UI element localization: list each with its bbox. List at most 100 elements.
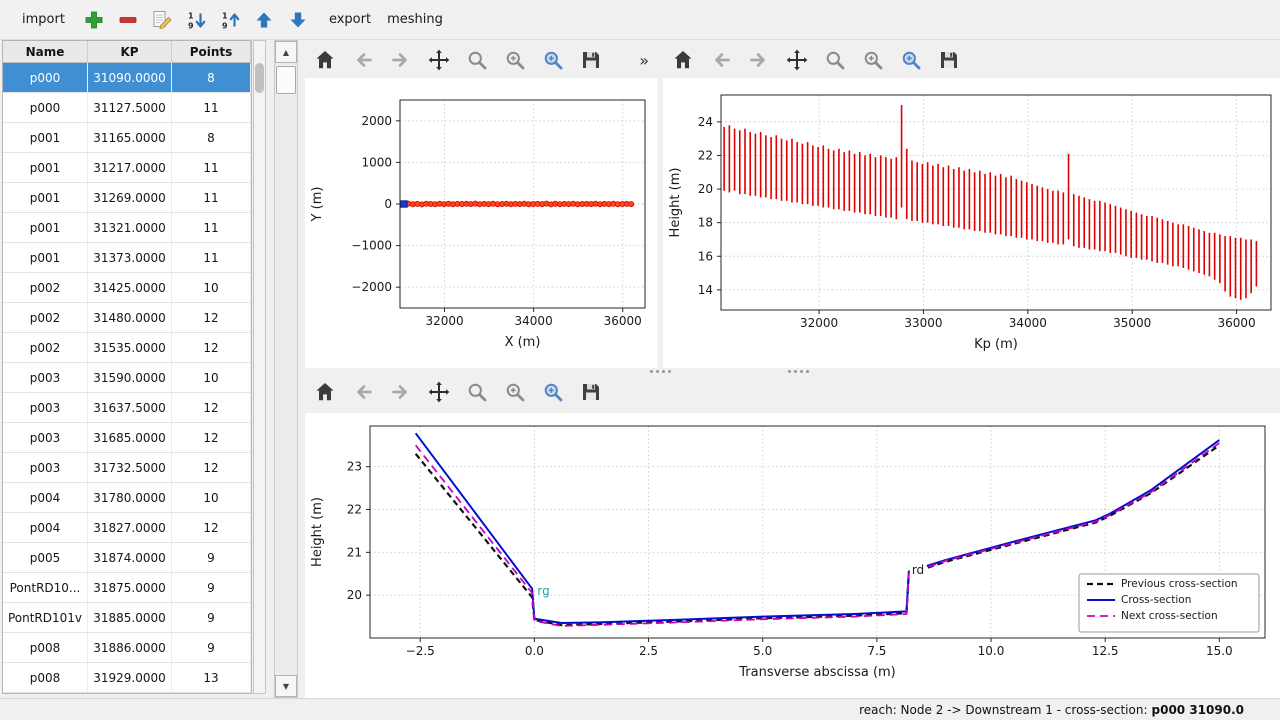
- nav-zoom-original-button[interactable]: [857, 45, 888, 76]
- nav-zoom-original-button[interactable]: [499, 45, 530, 76]
- table-scrollbar-thumb[interactable]: [255, 63, 264, 93]
- table-row[interactable]: p004 31827.0000 12: [3, 513, 251, 543]
- move-up-icon: [256, 12, 272, 27]
- svg-text:Previous cross-section: Previous cross-section: [1121, 578, 1238, 590]
- table-row[interactable]: p002 31480.0000 12: [3, 303, 251, 333]
- nav-back-button[interactable]: [347, 377, 378, 408]
- table-row[interactable]: p002 31535.0000 12: [3, 333, 251, 363]
- table-scrollbar[interactable]: [253, 40, 266, 694]
- nav-forward-button[interactable]: [743, 45, 774, 76]
- splitter-handle[interactable]: [650, 370, 671, 373]
- table-cell: 31321.0000: [88, 213, 172, 242]
- status-text: reach: Node 2 -> Downstream 1 - cross-se…: [859, 702, 1148, 717]
- minus-icon: [119, 16, 137, 23]
- nav-home-button[interactable]: [309, 45, 340, 76]
- move-down-button[interactable]: [285, 7, 311, 33]
- nav-back-button[interactable]: [347, 45, 378, 76]
- plan-view-chart[interactable]: 32000 34000 36000 −2000 −1000 0 1000 2000 X (m) Y…: [305, 78, 658, 368]
- nav-zoom-button[interactable]: [819, 45, 850, 76]
- svg-text:5.0: 5.0: [753, 644, 772, 658]
- table-cell: 31269.0000: [88, 183, 172, 212]
- nav-zoom-region-button[interactable]: [537, 45, 568, 76]
- svg-text:24: 24: [698, 115, 713, 129]
- scroll-down-button[interactable]: ▼: [275, 675, 297, 697]
- panel-scrollbar[interactable]: ▲ ▼: [274, 40, 298, 698]
- nav-zoom-original-button[interactable]: [499, 377, 530, 408]
- table-cell: 31217.0000: [88, 153, 172, 182]
- move-up-button[interactable]: [251, 7, 277, 33]
- nav-save-button[interactable]: [933, 45, 964, 76]
- column-header-points[interactable]: Points: [172, 41, 251, 62]
- nav-zoom-region-button[interactable]: [537, 377, 568, 408]
- table-cell: p000: [3, 63, 88, 92]
- nav-save-button[interactable]: [575, 377, 606, 408]
- nav-pan-button[interactable]: [423, 377, 454, 408]
- panel-scrollbar-thumb[interactable]: [276, 66, 296, 94]
- table-row[interactable]: p004 31780.0000 10: [3, 483, 251, 513]
- table-cell: 31929.0000: [88, 663, 172, 692]
- table-row[interactable]: p003 31637.5000 12: [3, 393, 251, 423]
- table-row[interactable]: p001 31373.0000 11: [3, 243, 251, 273]
- longitudinal-profile-chart[interactable]: 32000 33000 34000 35000 36000 14 16 18 20 22 24 Kp …: [663, 78, 1280, 368]
- table-row[interactable]: PontRD10... 31875.0000 9: [3, 573, 251, 603]
- delete-cross-section-button[interactable]: [115, 7, 141, 33]
- svg-text:22: 22: [347, 503, 362, 517]
- nav-zoom-button[interactable]: [461, 377, 492, 408]
- scroll-up-button[interactable]: ▲: [275, 41, 297, 63]
- table-cell: PontRD101v: [3, 603, 88, 632]
- table-row[interactable]: p001 31269.0000 11: [3, 183, 251, 213]
- svg-text:−1000: −1000: [351, 239, 392, 253]
- table-row[interactable]: PontRD101v 31885.0000 9: [3, 603, 251, 633]
- svg-text:23: 23: [347, 460, 362, 474]
- table-cell: 31637.5000: [88, 393, 172, 422]
- table-cell: p008: [3, 633, 88, 662]
- meshing-button[interactable]: meshing: [379, 9, 451, 30]
- import-button[interactable]: import: [14, 9, 73, 30]
- table-cell: p004: [3, 513, 88, 542]
- table-header: Name KP Points: [3, 41, 251, 63]
- table-row[interactable]: p000 31127.5000 11: [3, 93, 251, 123]
- cross-section-nav-toolbar: [305, 374, 915, 410]
- svg-text:rd: rd: [912, 563, 924, 577]
- pan-icon: [428, 381, 449, 403]
- table-cell: 10: [172, 273, 251, 302]
- nav-back-button[interactable]: [705, 45, 736, 76]
- table-cell: 9: [172, 603, 251, 632]
- zoom-region-icon: [544, 383, 562, 402]
- svg-text:36000: 36000: [604, 314, 642, 328]
- table-row[interactable]: p000 31090.0000 8: [3, 63, 251, 93]
- table-row[interactable]: p001 31165.0000 8: [3, 123, 251, 153]
- table-row[interactable]: p001 31321.0000 11: [3, 213, 251, 243]
- zoom-region-icon: [544, 51, 562, 70]
- svg-text:Height (m): Height (m): [310, 497, 325, 567]
- nav-forward-button[interactable]: [385, 45, 416, 76]
- nav-home-button[interactable]: [309, 377, 340, 408]
- nav-forward-button[interactable]: [385, 377, 416, 408]
- column-header-name[interactable]: Name: [3, 41, 88, 62]
- nav-save-button[interactable]: [575, 45, 606, 76]
- sort-descending-button[interactable]: 1 9: [217, 7, 243, 33]
- table-row[interactable]: p003 31685.0000 12: [3, 423, 251, 453]
- nav-home-button[interactable]: [667, 45, 698, 76]
- cross-section-chart[interactable]: −2.5 0.0 2.5 5.0 7.5 10.0 12.5 15.0 20 21 22 23 Tran…: [305, 413, 1280, 698]
- nav-zoom-button[interactable]: [461, 45, 492, 76]
- column-header-kp[interactable]: KP: [88, 41, 172, 62]
- nav-pan-button[interactable]: [781, 45, 812, 76]
- table-row[interactable]: p003 31590.0000 10: [3, 363, 251, 393]
- table-row[interactable]: p008 31886.0000 9: [3, 633, 251, 663]
- table-row[interactable]: p008 31929.0000 13: [3, 663, 251, 693]
- table-row[interactable]: p002 31425.0000 10: [3, 273, 251, 303]
- toolbar-overflow-button[interactable]: »: [639, 50, 649, 70]
- table-row[interactable]: p003 31732.5000 12: [3, 453, 251, 483]
- nav-pan-button[interactable]: [423, 45, 454, 76]
- sort-ascending-button[interactable]: 1 9: [183, 7, 209, 33]
- nav-zoom-region-button[interactable]: [895, 45, 926, 76]
- export-button[interactable]: export: [321, 9, 379, 30]
- horizontal-splitter[interactable]: [300, 369, 1280, 374]
- edit-cross-section-button[interactable]: [149, 7, 175, 33]
- svg-text:16: 16: [698, 249, 713, 263]
- table-row[interactable]: p001 31217.0000 11: [3, 153, 251, 183]
- add-cross-section-button[interactable]: [81, 7, 107, 33]
- table-row[interactable]: p005 31874.0000 9: [3, 543, 251, 573]
- splitter-handle[interactable]: [788, 370, 809, 373]
